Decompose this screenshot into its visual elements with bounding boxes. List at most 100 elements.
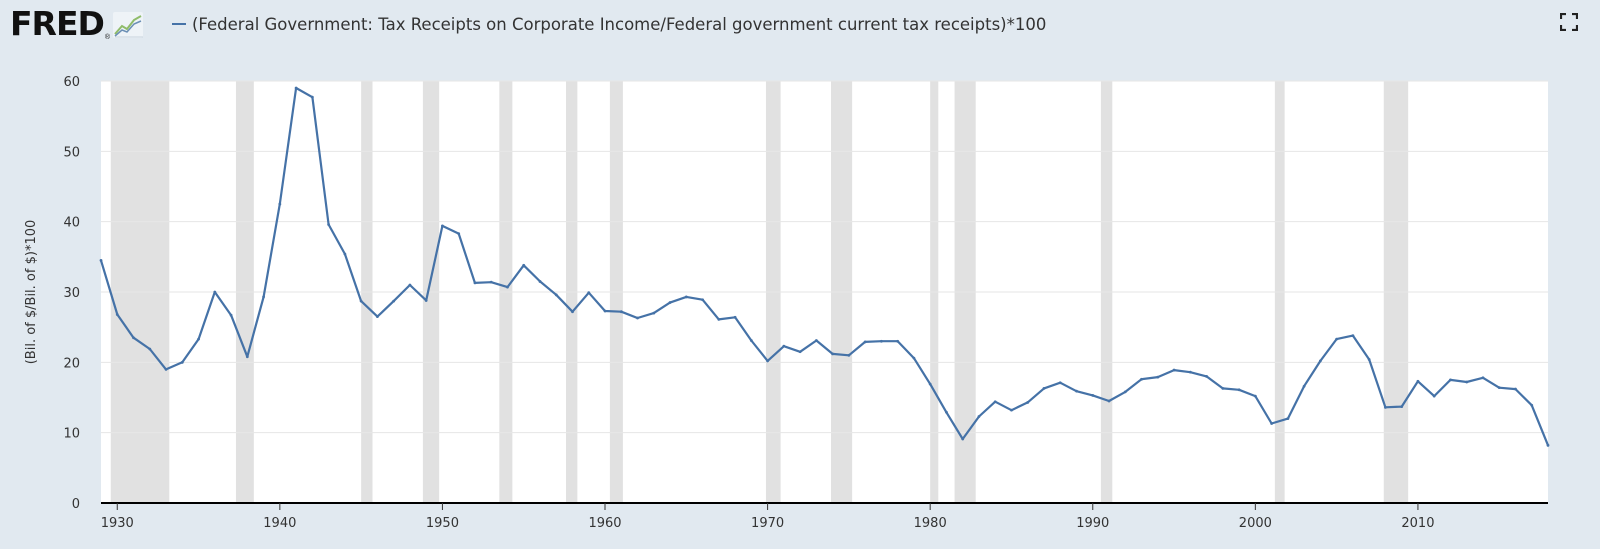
data-point[interactable] (1107, 399, 1111, 403)
data-point[interactable] (343, 252, 347, 256)
data-point[interactable] (457, 232, 461, 236)
data-point[interactable] (847, 353, 851, 357)
data-point[interactable] (782, 344, 786, 348)
data-point[interactable] (1432, 394, 1436, 398)
data-point[interactable] (668, 301, 672, 304)
data-point[interactable] (993, 400, 997, 404)
data-point[interactable] (896, 339, 900, 343)
y-tick-label: 40 (63, 216, 80, 231)
data-point[interactable] (571, 310, 574, 314)
data-point[interactable] (701, 298, 704, 302)
data-point[interactable] (831, 352, 835, 356)
data-point[interactable] (1172, 368, 1176, 372)
data-point[interactable] (863, 340, 867, 344)
data-point[interactable] (229, 313, 233, 317)
data-point[interactable] (1042, 386, 1046, 390)
data-point[interactable] (1205, 375, 1208, 378)
data-point[interactable] (1286, 417, 1290, 420)
data-point[interactable] (538, 280, 542, 283)
data-point[interactable] (132, 336, 135, 340)
data-point[interactable] (213, 290, 217, 294)
data-point[interactable] (1335, 337, 1339, 341)
data-point[interactable] (814, 339, 818, 342)
data-point[interactable] (733, 315, 737, 319)
fullscreen-icon[interactable] (1559, 12, 1579, 32)
data-point[interactable] (1465, 380, 1469, 384)
data-point[interactable] (1351, 334, 1355, 338)
data-point[interactable] (1416, 379, 1420, 383)
data-point[interactable] (375, 315, 379, 319)
data-point[interactable] (294, 86, 298, 90)
data-point[interactable] (1400, 405, 1404, 409)
data-point[interactable] (506, 285, 509, 289)
data-point[interactable] (424, 299, 428, 302)
data-point[interactable] (473, 281, 477, 285)
data-point[interactable] (587, 291, 591, 295)
data-point[interactable] (1449, 378, 1452, 382)
data-point[interactable] (99, 258, 103, 262)
data-point[interactable] (262, 295, 265, 299)
data-point[interactable] (359, 299, 363, 303)
data-point[interactable] (164, 367, 168, 371)
data-point[interactable] (327, 223, 331, 226)
data-point[interactable] (961, 437, 965, 441)
data-point[interactable] (749, 339, 753, 342)
data-point[interactable] (554, 293, 558, 297)
series (99, 86, 1550, 447)
data-point[interactable] (441, 224, 444, 228)
data-point[interactable] (1221, 386, 1225, 390)
data-point[interactable] (912, 356, 916, 360)
data-point[interactable] (1514, 387, 1517, 391)
data-point[interactable] (245, 355, 249, 359)
data-point[interactable] (652, 311, 656, 315)
x-tick-label: 2010 (1401, 516, 1434, 531)
data-point[interactable] (148, 347, 152, 351)
data-point[interactable] (197, 337, 200, 341)
data-point[interactable] (408, 283, 412, 287)
data-point[interactable] (928, 382, 932, 386)
data-point[interactable] (278, 202, 282, 206)
x-tick-label: 1990 (1076, 516, 1109, 531)
data-point[interactable] (1481, 376, 1485, 380)
data-point[interactable] (1156, 375, 1160, 379)
data-point[interactable] (180, 360, 184, 364)
data-point[interactable] (115, 313, 119, 316)
data-point[interactable] (798, 350, 802, 354)
data-point[interactable] (603, 309, 607, 313)
data-point[interactable] (310, 95, 314, 99)
data-point[interactable] (945, 410, 948, 414)
data-point[interactable] (489, 280, 493, 284)
data-point[interactable] (1075, 389, 1078, 393)
data-point[interactable] (1302, 384, 1306, 388)
data-point[interactable] (1123, 390, 1127, 394)
data-point[interactable] (1253, 394, 1257, 398)
data-point[interactable] (1530, 403, 1534, 407)
legend-line-swatch (172, 23, 186, 25)
data-point[interactable] (684, 295, 688, 299)
data-point[interactable] (1058, 381, 1062, 385)
data-point[interactable] (1546, 443, 1550, 447)
data-point[interactable] (1367, 358, 1371, 361)
data-point[interactable] (522, 263, 526, 267)
data-point[interactable] (392, 299, 396, 303)
data-point[interactable] (1384, 405, 1387, 409)
fred-logo[interactable]: FRED ® (10, 4, 144, 44)
data-point[interactable] (717, 318, 721, 321)
data-point[interactable] (1318, 359, 1322, 363)
data-point[interactable] (619, 310, 623, 314)
data-point[interactable] (1010, 408, 1013, 412)
data-point[interactable] (1140, 377, 1143, 381)
data-point[interactable] (1497, 386, 1501, 390)
data-point[interactable] (1237, 388, 1241, 392)
data-point[interactable] (1188, 370, 1192, 374)
series-line-0[interactable] (99, 86, 1550, 446)
data-point[interactable] (766, 359, 769, 363)
y-axis-title: (Bil. of $/Bil. of $)*100 (24, 220, 39, 365)
data-point[interactable] (636, 316, 639, 320)
data-point[interactable] (977, 415, 981, 418)
data-point[interactable] (880, 339, 883, 343)
data-point[interactable] (1270, 422, 1274, 425)
data-point[interactable] (1091, 393, 1095, 397)
data-point[interactable] (1026, 401, 1030, 404)
